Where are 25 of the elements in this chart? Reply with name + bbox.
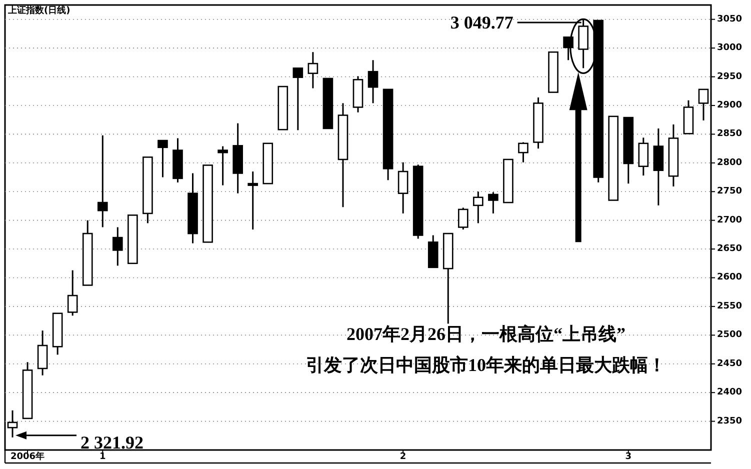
y-tick-label: 2350	[717, 416, 742, 426]
annotation: 2 321.92	[80, 432, 144, 452]
y-tick-label: 2550	[717, 301, 742, 312]
annotation: 2007年2月26日，一根高位“上吊线” 引发了次日中国股市10年来的单日最大跌幅！	[306, 324, 666, 375]
x-tick-label: 2006年	[10, 451, 45, 462]
annotation: 3 049.77	[450, 12, 514, 32]
x-tick-label: 1	[100, 452, 106, 462]
y-tick-label: 2650	[717, 244, 742, 254]
y-tick-label: 2850	[717, 129, 742, 140]
y-tick-label: 2900	[717, 100, 742, 110]
y-tick-label: 2600	[717, 272, 742, 283]
y-tick-label: 2700	[717, 215, 742, 226]
y-tick-label: 2450	[717, 358, 742, 369]
chart-title: 上证指数(日线)	[7, 5, 70, 16]
annotation: 2 321.92	[16, 431, 144, 452]
y-tick-label: 2400	[717, 388, 742, 398]
y-tick-label: 2500	[717, 330, 742, 340]
y-tick-label: 2750	[717, 186, 742, 197]
y-tick-label: 3000	[717, 43, 742, 54]
y-tick-label: 2800	[717, 158, 742, 168]
x-tick-label: 2	[400, 452, 406, 462]
annotation: 3 049.77	[450, 12, 582, 32]
y-tick-label: 2950	[717, 72, 742, 82]
y-tick-label: 3050	[717, 14, 742, 24]
x-tick-label: 3	[625, 452, 632, 462]
